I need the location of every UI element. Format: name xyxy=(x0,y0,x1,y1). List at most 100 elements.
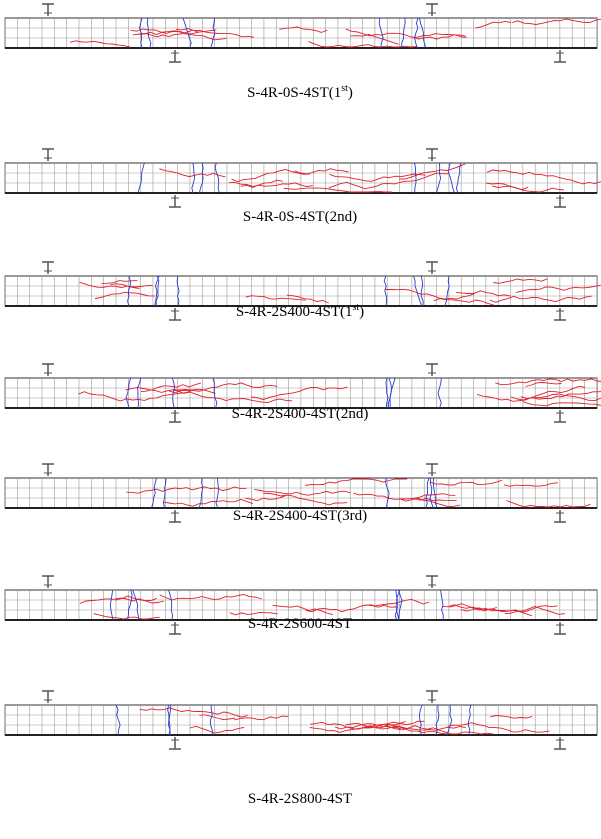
crack-blue xyxy=(127,275,131,307)
crack-blue xyxy=(210,704,213,735)
crack-blue xyxy=(155,275,160,307)
crack-blue xyxy=(420,275,424,306)
crack-red xyxy=(515,284,601,294)
crack-red xyxy=(520,390,601,400)
crack-blue xyxy=(125,377,132,409)
crack-blue xyxy=(109,589,114,621)
crack-blue xyxy=(115,704,121,736)
crack-red xyxy=(162,498,254,507)
crack-red xyxy=(305,478,408,486)
caption: S-4R-2S400-4ST(3rd) xyxy=(233,508,367,524)
caption-text: S-4R-2S400-4ST(3rd) xyxy=(233,508,367,524)
crack-blue xyxy=(198,477,204,509)
crack-red xyxy=(353,492,456,500)
crack-red xyxy=(385,288,476,300)
crack-blue xyxy=(395,589,400,621)
crack-blue xyxy=(435,162,442,194)
crack-red xyxy=(251,386,348,401)
crack-blue xyxy=(215,477,219,509)
crack-red xyxy=(476,385,586,402)
crack-red xyxy=(350,33,399,45)
crack-blue xyxy=(383,275,388,307)
crack-red xyxy=(412,34,467,40)
crack-blue xyxy=(168,589,173,621)
crack-red xyxy=(489,295,592,303)
beam-figure: S-4R-2S800-4ST xyxy=(4,690,598,807)
crack-blue xyxy=(446,704,453,736)
caption: S-4R-2S400-4ST(1st) xyxy=(236,302,364,320)
crack-blue xyxy=(210,17,216,49)
crack-red xyxy=(140,382,202,393)
caption-text: S-4R-2S600-4ST xyxy=(248,616,352,632)
crack-blue xyxy=(182,17,192,49)
caption: S-4R-0S-4ST(2nd) xyxy=(243,209,357,225)
crack-blue xyxy=(385,377,389,409)
crack-blue xyxy=(414,162,417,194)
crack-red xyxy=(101,280,138,284)
crack-red xyxy=(485,182,564,193)
caption-sup: st xyxy=(353,302,360,313)
caption-text: S-4R-2S800-4ST xyxy=(248,791,352,807)
crack-red xyxy=(94,291,155,299)
crack-red xyxy=(306,604,397,613)
crack-red xyxy=(139,707,248,718)
caption-text: S-4R-0S-4ST(2nd) xyxy=(243,209,357,225)
crack-blue xyxy=(137,377,142,409)
crack-blue xyxy=(398,589,403,621)
crack-red xyxy=(447,722,550,733)
crack-red xyxy=(503,482,559,487)
caption: S-4R-2S800-4ST xyxy=(248,791,352,807)
crack-red xyxy=(228,181,313,187)
crack-red xyxy=(506,500,591,508)
crack-blue xyxy=(171,377,175,409)
crack-red xyxy=(245,494,288,502)
crack-blue xyxy=(176,275,180,307)
crack-red xyxy=(456,290,511,297)
crack-red xyxy=(345,28,466,38)
crack-blue xyxy=(378,17,384,49)
caption-text: S-4R-2S400-4ST(2nd) xyxy=(232,406,369,422)
caption: S-4R-2S400-4ST(2nd) xyxy=(232,406,369,422)
crack-blue xyxy=(419,704,423,736)
crack-blue xyxy=(146,17,152,49)
crack-red xyxy=(308,40,417,48)
caption-text: S-4R-2S400-4ST(1 xyxy=(236,304,353,320)
crack-red xyxy=(231,169,310,183)
crack-red xyxy=(189,725,245,734)
crack-red xyxy=(309,721,406,733)
crack-red xyxy=(369,598,430,607)
crack-red xyxy=(328,172,449,190)
crack-red xyxy=(511,18,601,25)
crack-red xyxy=(329,173,426,182)
crack-red xyxy=(433,298,494,306)
crack-red xyxy=(234,715,289,721)
crack-red xyxy=(125,386,216,394)
beam-figure: S-4R-2S400-4ST(2nd) xyxy=(4,363,601,423)
caption-after: ) xyxy=(348,85,353,101)
crack-red xyxy=(345,722,466,731)
crack-red xyxy=(79,281,140,289)
crack-blue xyxy=(429,477,434,509)
crack-blue xyxy=(425,477,430,509)
crack-blue xyxy=(214,162,220,194)
crack-red xyxy=(171,389,293,404)
crack-blue xyxy=(150,477,157,509)
crack-red xyxy=(254,488,351,496)
crack-blue xyxy=(419,17,427,49)
crack-red xyxy=(69,40,131,48)
crack-red xyxy=(493,278,548,284)
crack-blue xyxy=(154,275,160,307)
crack-red xyxy=(159,594,262,601)
crack-red xyxy=(263,492,348,506)
crack-blue xyxy=(139,17,143,49)
crack-red xyxy=(525,382,562,387)
crack-red xyxy=(294,168,349,175)
crack-red xyxy=(504,605,565,615)
crack-red xyxy=(475,20,512,29)
crack-blue xyxy=(444,275,450,307)
crack-blue xyxy=(414,17,419,49)
crack-red xyxy=(272,604,333,616)
caption-after: ) xyxy=(359,304,364,320)
crack-blue xyxy=(432,477,438,509)
